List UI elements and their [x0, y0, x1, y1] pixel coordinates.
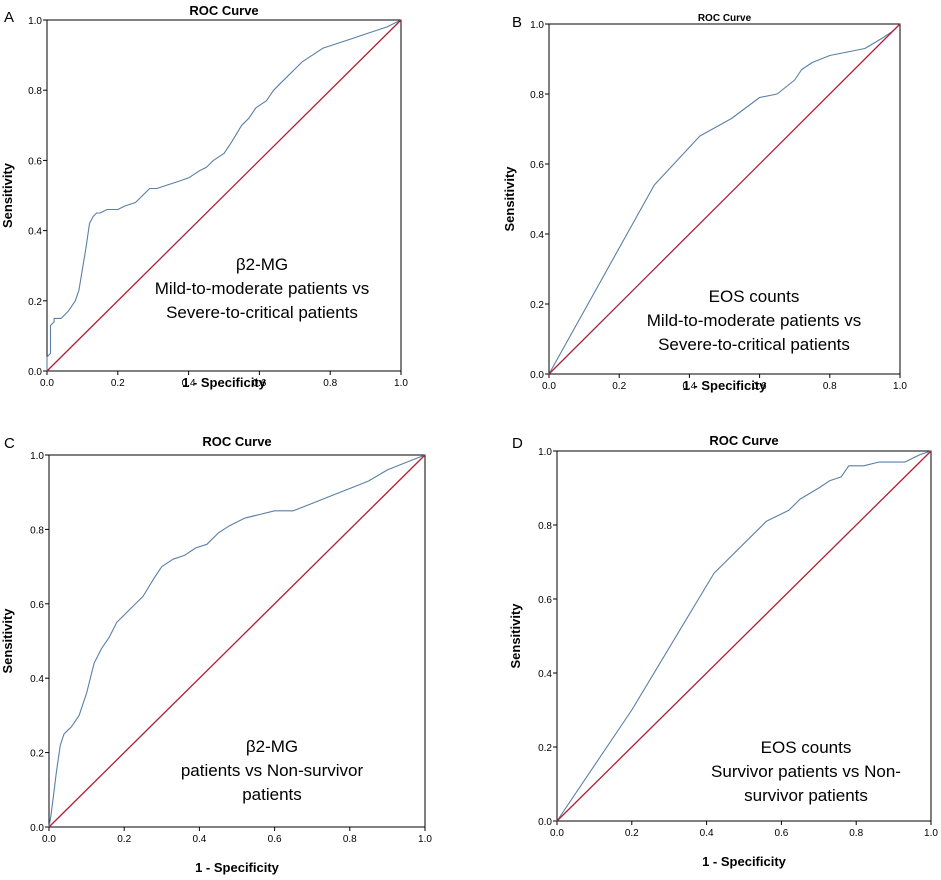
y-tick-label: 0.6 [538, 595, 552, 606]
x-tick-label: 0.6 [252, 378, 266, 389]
annotation-line: Severe-to-critical patients [166, 303, 358, 322]
y-tick-label: 0.2 [538, 743, 552, 754]
chart-title: ROC Curve [189, 3, 258, 18]
y-tick-label: 0.8 [538, 521, 552, 532]
y-tick-label: 0.8 [530, 90, 544, 101]
y-tick-label: 0.0 [530, 370, 544, 381]
x-tick-label: 0.2 [625, 828, 639, 839]
annotation-line: Mild-to-moderate patients vs [155, 279, 369, 298]
y-tick-label: 0.4 [538, 669, 552, 680]
y-tick-label: 0.6 [30, 600, 44, 611]
y-tick-label: 0.4 [28, 227, 42, 238]
y-tick-label: 0.0 [30, 823, 44, 834]
chart-title: ROC Curve [698, 13, 752, 24]
x-tick-label: 0.2 [117, 834, 131, 845]
roc-curve-line [48, 454, 426, 828]
x-axis-label: 1 - Specificity [683, 378, 768, 393]
plot-frame [548, 23, 901, 375]
annotation-line: EOS counts [709, 287, 800, 306]
x-tick-label: 0.4 [682, 381, 696, 392]
x-tick-label: 0.6 [774, 828, 788, 839]
roc-panel-d: D ROC Curve 0.0 0.2 0.4 0.6 0.8 1.0 0.0 0.2 0.4 0.6… [508, 433, 938, 869]
x-tick-label: 1.0 [893, 381, 907, 392]
annotation-line: patients vs Non-survivor [181, 761, 364, 780]
chart-title: ROC Curve [202, 434, 271, 449]
reference-line [46, 19, 402, 372]
y-tick-label: 0.0 [28, 367, 42, 378]
annotation-line: β2-MG [236, 255, 288, 274]
annotation-line: Survivor patients vs Non- [711, 762, 901, 781]
y-tick-label: 1.0 [30, 451, 44, 462]
x-axis-label: 1 - Specificity [195, 860, 280, 875]
annotation-line: EOS counts [761, 738, 852, 757]
y-tick-label: 0.2 [28, 297, 42, 308]
plot-frame [48, 454, 426, 828]
x-tick-label: 1.0 [394, 378, 408, 389]
roc-curve-line [548, 23, 901, 375]
reference-line [548, 23, 901, 375]
annotation-line: β2-MG [246, 737, 298, 756]
y-tick-label: 0.0 [538, 817, 552, 828]
annotation-line: Severe-to-critical patients [658, 335, 850, 354]
y-tick-label: 0.6 [28, 156, 42, 167]
x-tick-label: 0.6 [753, 381, 767, 392]
roc-panel-b: B ROC Curve 0.0 0.2 0.4 0.6 0.8 1.0 0.0 0.2 0.4 0.6… [502, 13, 907, 393]
x-tick-label: 0.8 [849, 828, 863, 839]
x-tick-label: 1.0 [924, 828, 938, 839]
x-tick-label: 0.2 [111, 378, 125, 389]
y-axis-label: Sensitivity [502, 166, 517, 232]
x-tick-label: 0.0 [550, 828, 564, 839]
roc-curve-line [46, 19, 402, 371]
panel-letter: D [512, 435, 523, 452]
y-tick-label: 1.0 [28, 16, 42, 27]
x-tick-label: 0.0 [40, 378, 54, 389]
x-tick-label: 0.0 [542, 381, 556, 392]
y-tick-label: 0.8 [30, 525, 44, 536]
annotation-line: patients [242, 785, 302, 804]
x-axis-label: 1 - Specificity [182, 375, 267, 390]
y-axis-label: Sensitivity [508, 603, 523, 669]
reference-line [48, 454, 426, 828]
roc-curve-line [556, 450, 932, 822]
panel-letter: A [4, 9, 14, 26]
x-axis-label: 1 - Specificity [702, 854, 787, 869]
y-tick-label: 0.8 [28, 86, 42, 97]
x-tick-label: 0.8 [323, 378, 337, 389]
annotation-line: survivor patients [744, 786, 868, 805]
x-tick-label: 0.8 [823, 381, 837, 392]
y-axis-label: Sensitivity [0, 162, 15, 228]
y-tick-label: 1.0 [538, 447, 552, 458]
panel-letter: C [4, 435, 15, 452]
y-tick-label: 0.2 [530, 300, 544, 311]
x-tick-label: 1.0 [418, 834, 432, 845]
y-axis-label: Sensitivity [0, 608, 15, 674]
y-tick-label: 0.6 [530, 160, 544, 171]
chart-title: ROC Curve [709, 433, 778, 448]
x-tick-label: 0.8 [343, 834, 357, 845]
plot-frame [556, 450, 932, 822]
annotation-line: Mild-to-moderate patients vs [647, 311, 861, 330]
x-tick-label: 0.0 [42, 834, 56, 845]
x-tick-label: 0.2 [612, 381, 626, 392]
reference-line [556, 450, 932, 822]
x-tick-label: 0.6 [268, 834, 282, 845]
plot-frame [46, 19, 402, 372]
x-tick-label: 0.4 [192, 834, 206, 845]
y-tick-label: 0.2 [30, 749, 44, 760]
y-tick-label: 0.4 [30, 674, 44, 685]
x-tick-label: 0.4 [700, 828, 714, 839]
y-tick-label: 1.0 [530, 20, 544, 31]
panel-letter: B [512, 14, 522, 31]
roc-panel-c: C ROC Curve 0.0 0.2 0.4 0.6 0.8 1.0 0.0 0.2 0.4 0.6… [0, 434, 432, 875]
x-tick-label: 0.4 [182, 378, 196, 389]
y-tick-label: 0.4 [530, 230, 544, 241]
roc-panel-a: A ROC Curve 0.0 0.2 0.4 0.6 0.8 1.0 0.0 0.2 0.4 0.6… [0, 3, 408, 390]
